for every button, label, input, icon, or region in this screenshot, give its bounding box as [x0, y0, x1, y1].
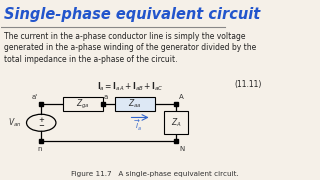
FancyBboxPatch shape: [164, 111, 188, 134]
Text: $Z_A$: $Z_A$: [171, 116, 181, 129]
Text: +: +: [38, 117, 44, 123]
Text: $V_{an}$: $V_{an}$: [8, 116, 21, 129]
Text: −: −: [38, 123, 44, 129]
Text: n: n: [37, 146, 42, 152]
Text: $Z_{aa}$: $Z_{aa}$: [128, 98, 141, 110]
Text: Single-phase equivalent circuit: Single-phase equivalent circuit: [4, 7, 261, 22]
Text: $\mathbf{I}_a = \mathbf{I}_{aA} + \mathbf{I}_{aB} + \mathbf{I}_{aC}$: $\mathbf{I}_a = \mathbf{I}_{aA} + \mathb…: [97, 80, 164, 93]
Text: A: A: [179, 94, 184, 100]
FancyBboxPatch shape: [115, 97, 155, 111]
Text: N: N: [179, 146, 184, 152]
Text: a: a: [104, 94, 108, 100]
Text: The current in the a-phase conductor line is simply the voltage
generated in the: The current in the a-phase conductor lin…: [4, 31, 257, 64]
Text: $\overrightarrow{I}_a$: $\overrightarrow{I}_a$: [134, 118, 142, 132]
Text: (11.11): (11.11): [234, 80, 262, 89]
Text: $Z_{ga}$: $Z_{ga}$: [76, 98, 90, 111]
Text: a': a': [32, 94, 38, 100]
Text: Figure 11.7   A single-phase equivalent circuit.: Figure 11.7 A single-phase equivalent ci…: [71, 171, 238, 177]
FancyBboxPatch shape: [63, 97, 102, 111]
